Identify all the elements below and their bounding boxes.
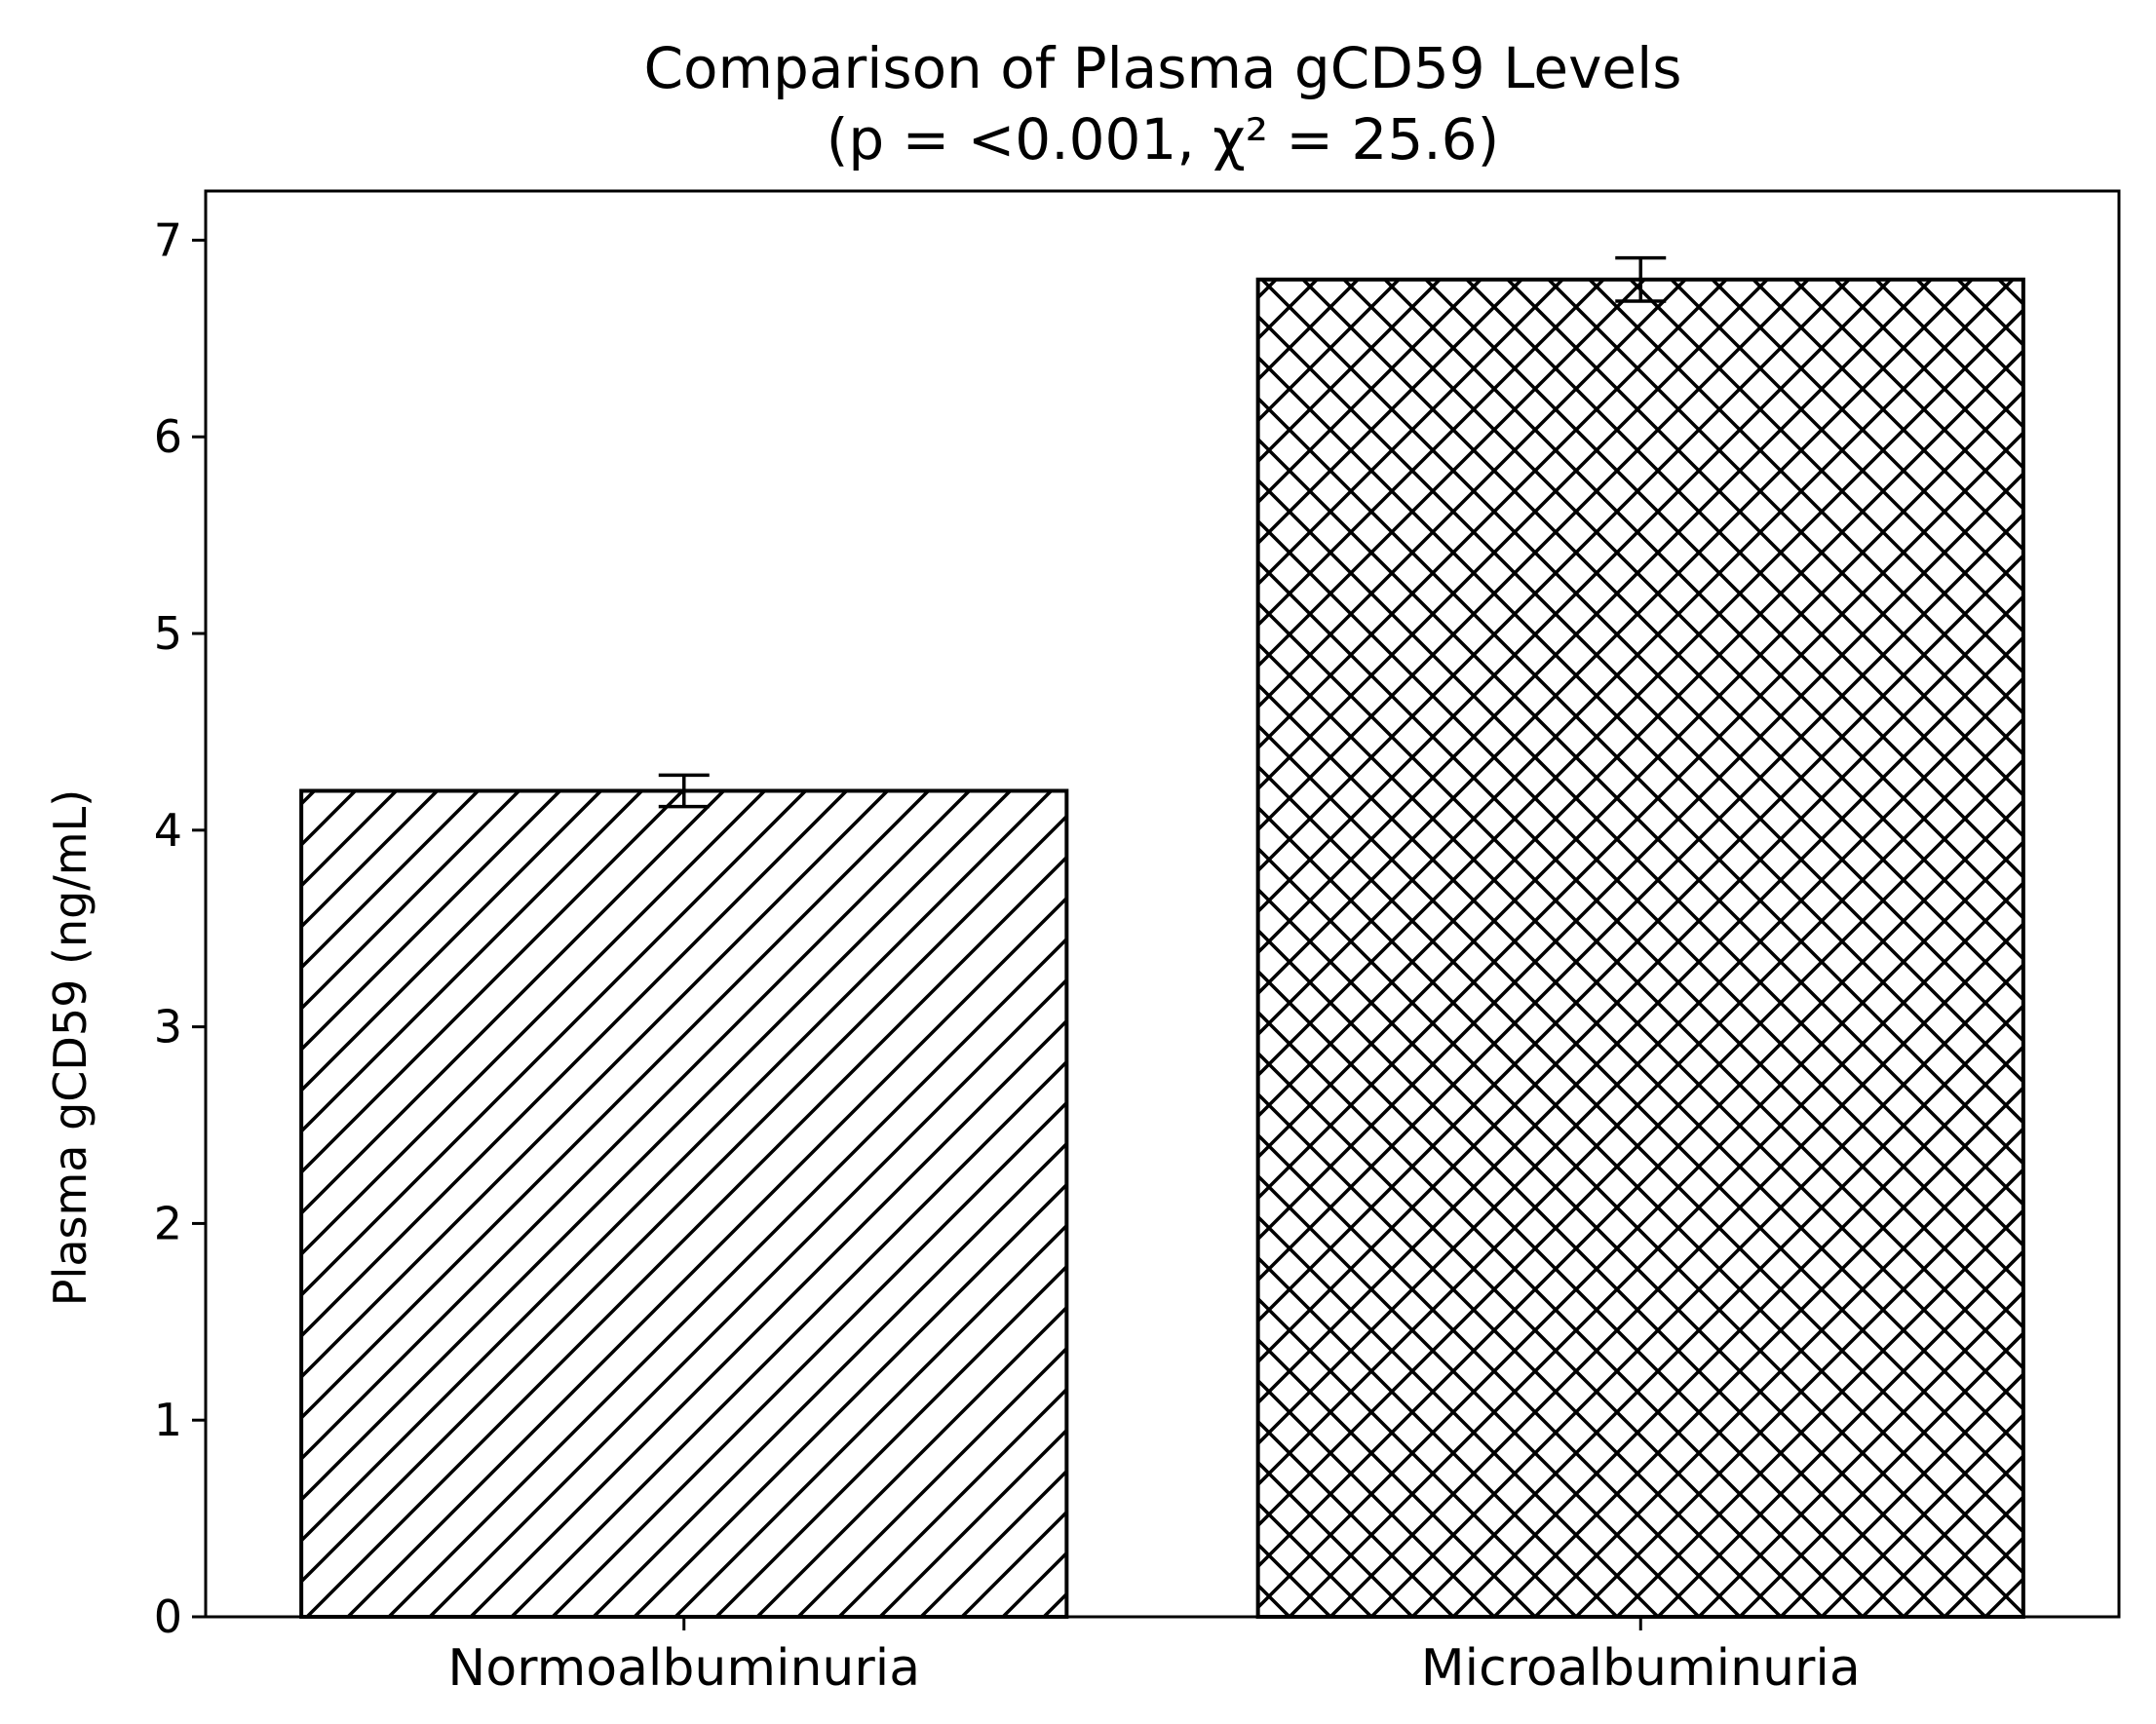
y-tick-label: 3 — [154, 1001, 182, 1054]
x-tick-label: Microalbuminuria — [1421, 1639, 1861, 1698]
y-tick-label: 4 — [154, 804, 182, 857]
y-axis-label: Plasma gCD59 (ng/mL) — [44, 789, 96, 1306]
y-tick-label: 6 — [154, 410, 182, 463]
y-tick-label: 0 — [154, 1590, 182, 1643]
x-tick-label: Normoalbuminuria — [447, 1639, 920, 1698]
plot-area: 0 1 2 3 4 5 6 7 Normoalbuminuria Microalbuminuria — [154, 213, 2025, 1698]
y-tick-label: 1 — [154, 1394, 182, 1446]
y-tick-label: 7 — [154, 213, 182, 266]
chart-subtitle: (p = <0.001, χ² = 25.6) — [827, 106, 1499, 172]
y-tick-label: 2 — [154, 1197, 182, 1249]
plot-frame — [204, 189, 2121, 1619]
chart-title: Comparison of Plasma gCD59 Levels — [644, 35, 1682, 101]
bar — [1255, 277, 2025, 1619]
bar — [299, 788, 1069, 1619]
y-tick-label: 5 — [154, 607, 182, 660]
